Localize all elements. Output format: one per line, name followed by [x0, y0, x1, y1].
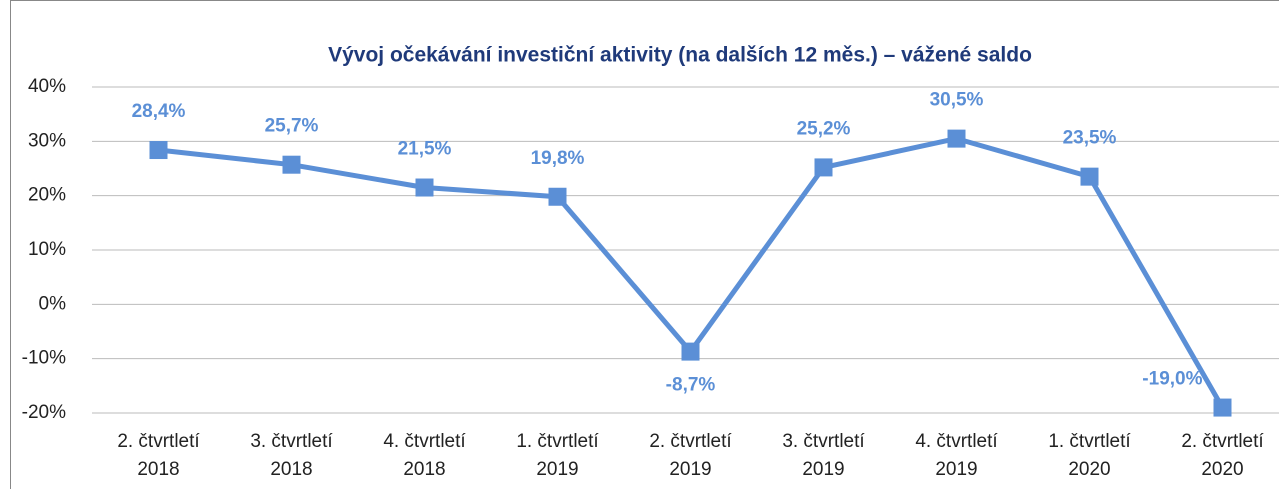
x-tick-label: 4. čtvrtletí 2019: [915, 431, 998, 480]
x-tick-label: 2. čtvrtletí 2020: [1181, 431, 1264, 480]
chart-frame: [10, 0, 1279, 489]
data-label: -8,7%: [666, 375, 716, 396]
data-line: [158, 136, 1225, 409]
y-tick-label: 0%: [39, 293, 67, 314]
data-marker: [947, 129, 966, 148]
data-marker: [548, 187, 567, 206]
x-tick-label: 2. čtvrtletí 2019: [649, 431, 732, 480]
x-tick-label: 4. čtvrtletí 2018: [383, 431, 466, 480]
y-tick-label: -20%: [22, 402, 66, 423]
data-marker: [415, 178, 434, 197]
data-label: 25,7%: [265, 116, 319, 137]
data-label: 25,2%: [797, 118, 851, 139]
x-tick-label: 1. čtvrtletí 2019: [516, 431, 599, 480]
chart-title: Vývoj očekávání investiční aktivity (na …: [328, 44, 1032, 67]
x-tick-label: 1. čtvrtletí 2020: [1048, 431, 1131, 480]
x-tick-label: 3. čtvrtletí 2018: [250, 431, 333, 480]
x-tick-label: 3. čtvrtletí 2019: [782, 431, 865, 480]
y-tick-label: 20%: [28, 185, 66, 206]
data-label: 21,5%: [398, 139, 452, 160]
data-label: 30,5%: [930, 90, 984, 111]
data-marker: [1213, 398, 1232, 417]
y-tick-label: 40%: [28, 76, 66, 97]
x-tick-label: 2. čtvrtletí 2018: [117, 431, 200, 480]
data-marker: [681, 342, 700, 361]
y-tick-label: 30%: [28, 130, 66, 151]
data-label: 28,4%: [132, 101, 186, 122]
data-marker: [282, 155, 301, 174]
data-marker: [149, 141, 168, 160]
data-label: 23,5%: [1063, 128, 1117, 149]
data-marker: [814, 158, 833, 177]
data-marker: [1080, 167, 1099, 186]
data-label: 19,8%: [531, 148, 585, 169]
y-tick-label: 10%: [28, 239, 66, 260]
y-tick-label: -10%: [22, 348, 66, 369]
data-label: -19,0%: [1142, 369, 1202, 390]
